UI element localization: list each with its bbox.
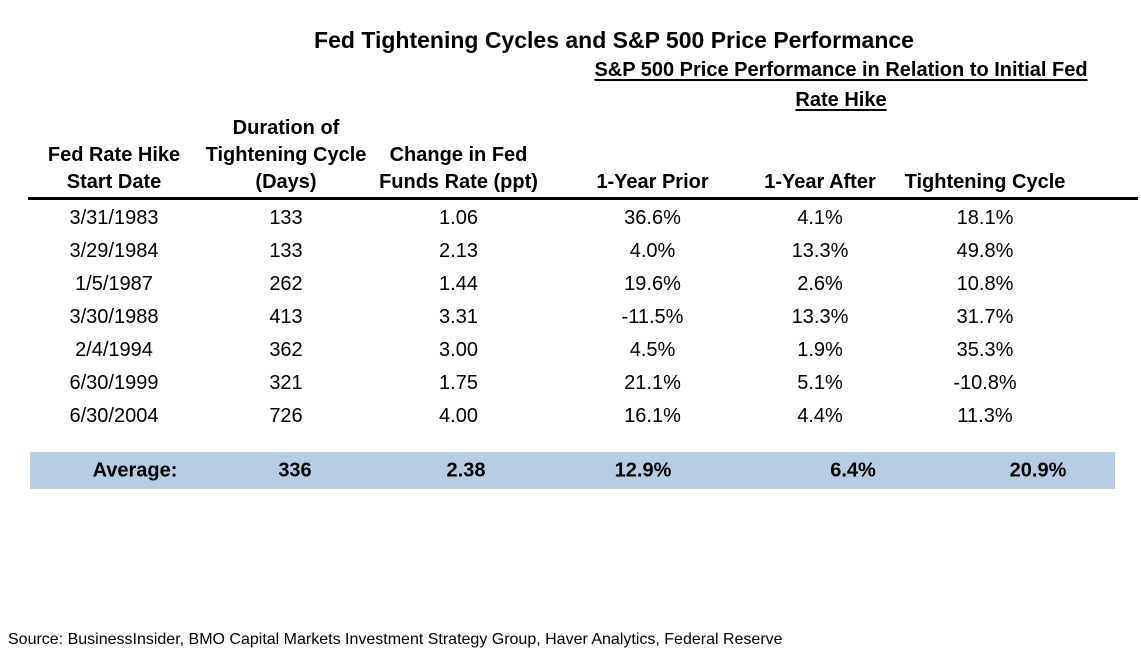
average-change-fed-funds: 2.38 — [446, 459, 486, 481]
col-header-duration-days: Duration of Tightening Cycle (Days) — [205, 117, 367, 193]
average-tightening-cycle: 20.9% — [1009, 459, 1067, 481]
cell-1-year-prior: 19.6% — [624, 273, 681, 295]
cell-start-date: 6/30/2004 — [69, 405, 159, 427]
cell-duration-days: 321 — [269, 372, 303, 394]
cell-start-date: 1/5/1987 — [75, 273, 153, 295]
cell-change-fed-funds: 1.06 — [439, 207, 478, 229]
cell-tightening-cycle: 31.7% — [956, 306, 1014, 328]
cell-duration-days: 133 — [269, 207, 303, 229]
cell-1-year-prior: 36.6% — [624, 207, 681, 229]
cell-1-year-after: 4.1% — [797, 207, 843, 229]
col-header-tightening-cycle: Tightening Cycle — [904, 171, 1066, 193]
source-note: Source: BusinessInsider, BMO Capital Mar… — [8, 631, 783, 648]
cell-1-year-prior: 21.1% — [624, 372, 681, 394]
cell-start-date: 3/29/1984 — [69, 240, 159, 262]
cell-tightening-cycle: 49.8% — [956, 240, 1014, 262]
chart-subtitle-line-1: S&P 500 Price Performance in Relation to… — [594, 59, 1088, 81]
cell-1-year-after: 1.9% — [797, 339, 843, 361]
cell-duration-days: 262 — [269, 273, 303, 295]
cell-change-fed-funds: 3.31 — [439, 306, 478, 328]
cell-1-year-after: 5.1% — [797, 372, 843, 394]
cell-start-date: 6/30/1999 — [69, 372, 159, 394]
average-1-year-prior: 12.9% — [614, 459, 672, 481]
average-row: Average: 336 2.38 12.9% 6.4% 20.9% — [30, 452, 1115, 489]
table-row: 1/5/1987 262 1.44 19.6% 2.6% 10.8% — [28, 268, 1090, 301]
cell-1-year-prior: 16.1% — [624, 405, 681, 427]
chart-subtitle-line-2: Rate Hike — [795, 89, 887, 111]
table-row: 6/30/2004 726 4.00 16.1% 4.4% 11.3% — [28, 400, 1090, 433]
col-header-start-date: Fed Rate Hike Start Date — [47, 144, 181, 193]
cell-start-date: 3/30/1988 — [69, 306, 159, 328]
col-header-change-fed-funds: Change in Fed Funds Rate (ppt) — [379, 144, 538, 193]
table-header-row: Fed Rate Hike Start Date Duration of Tig… — [28, 115, 1090, 202]
cell-1-year-prior: 4.5% — [629, 339, 676, 361]
cell-change-fed-funds: 1.75 — [439, 372, 478, 394]
chart-subtitle: S&P 500 Price Performance in Relation to… — [594, 55, 1087, 115]
cell-1-year-after: 13.3% — [791, 240, 849, 262]
header-divider-rule — [28, 197, 1138, 200]
average-1-year-after: 6.4% — [830, 459, 876, 481]
table-row: 3/29/1984 133 2.13 4.0% 13.3% 49.8% — [28, 235, 1090, 268]
cell-change-fed-funds: 4.00 — [439, 405, 478, 427]
col-header-1-year-after: 1-Year After — [764, 171, 876, 193]
table-row: 6/30/1999 321 1.75 21.1% 5.1% -10.8% — [28, 367, 1090, 400]
average-duration-days: 336 — [278, 459, 312, 481]
cell-tightening-cycle: 10.8% — [956, 273, 1014, 295]
cell-tightening-cycle: 11.3% — [957, 405, 1013, 427]
cell-tightening-cycle: -10.8% — [953, 372, 1017, 394]
table-body: 3/31/1983 133 1.06 36.6% 4.1% 18.1% 3/29… — [28, 202, 1090, 433]
cell-tightening-cycle: 35.3% — [956, 339, 1014, 361]
cell-change-fed-funds: 1.44 — [439, 273, 478, 295]
cell-1-year-prior: 4.0% — [629, 240, 676, 262]
average-label: Average: — [92, 459, 178, 481]
table-row: 3/30/1988 413 3.31 -11.5% 13.3% 31.7% — [28, 301, 1090, 334]
col-header-1-year-prior: 1-Year Prior — [596, 171, 709, 193]
cell-change-fed-funds: 2.13 — [439, 240, 478, 262]
page-title: Fed Tightening Cycles and S&P 500 Price … — [314, 27, 914, 53]
cell-duration-days: 726 — [269, 405, 303, 427]
table-row: 3/31/1983 133 1.06 36.6% 4.1% 18.1% — [28, 202, 1090, 235]
cell-1-year-after: 4.4% — [797, 405, 843, 427]
cell-change-fed-funds: 3.00 — [439, 339, 478, 361]
cell-1-year-after: 2.6% — [797, 273, 843, 295]
table-header: Fed Rate Hike Start Date Duration of Tig… — [28, 115, 1090, 202]
cell-1-year-after: 13.3% — [791, 306, 849, 328]
cell-duration-days: 362 — [269, 339, 303, 361]
cell-start-date: 2/4/1994 — [75, 339, 153, 361]
cell-duration-days: 413 — [269, 306, 303, 328]
cell-start-date: 3/31/1983 — [69, 207, 159, 229]
fed-tightening-cycles-table: Fed Rate Hike Start Date Duration of Tig… — [28, 115, 1090, 433]
table-row: 2/4/1994 362 3.00 4.5% 1.9% 35.3% — [28, 334, 1090, 367]
cell-duration-days: 133 — [269, 240, 303, 262]
cell-1-year-prior: -11.5% — [621, 306, 684, 328]
cell-tightening-cycle: 18.1% — [956, 207, 1014, 229]
